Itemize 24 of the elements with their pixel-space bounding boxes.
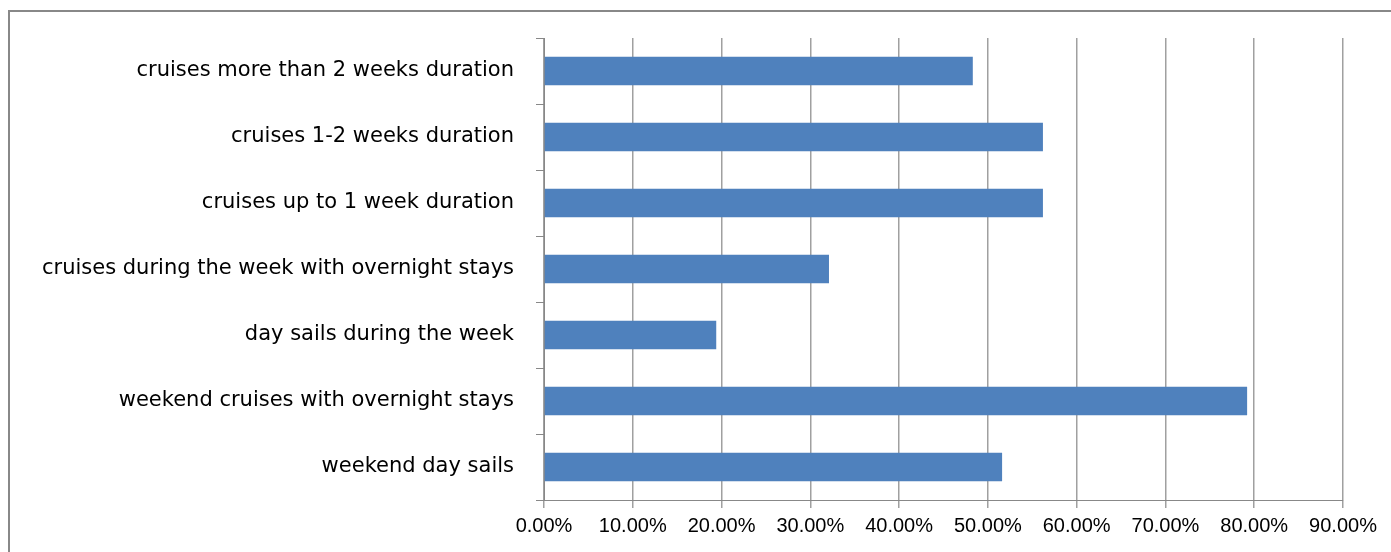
bar (544, 452, 1003, 482)
y-tick-label: cruises more than 2 weeks duration (136, 57, 515, 82)
y-tick-label: cruises during the week with overnight stays (41, 255, 515, 280)
x-tick-label: 10.00% (598, 513, 667, 536)
x-tick-label: 60.00% (1042, 513, 1111, 536)
y-tick-label: cruises up to 1 week duration (201, 189, 515, 214)
bar (544, 254, 829, 284)
x-tick-label: 90.00% (1309, 513, 1378, 536)
bar (544, 56, 973, 86)
bar (544, 188, 1043, 218)
x-tick-label: 80.00% (1220, 513, 1289, 536)
x-tick-label: 50.00% (953, 513, 1023, 536)
y-tick-label: weekend day sails (321, 453, 515, 478)
x-tick-label: 20.00% (687, 513, 756, 536)
bar (544, 122, 1043, 152)
x-tick-label: 70.00% (1131, 513, 1200, 536)
y-tick-label: weekend cruises with overnight stays (118, 387, 515, 412)
x-tick-label: 40.00% (865, 513, 934, 536)
y-tick-label: day sails during the week (244, 321, 515, 346)
x-tick-label: 0.00% (515, 513, 573, 536)
x-tick-label: 30.00% (776, 513, 845, 536)
bar (544, 320, 717, 350)
bar (544, 386, 1248, 416)
y-tick-label: cruises 1-2 weeks duration (231, 123, 515, 148)
